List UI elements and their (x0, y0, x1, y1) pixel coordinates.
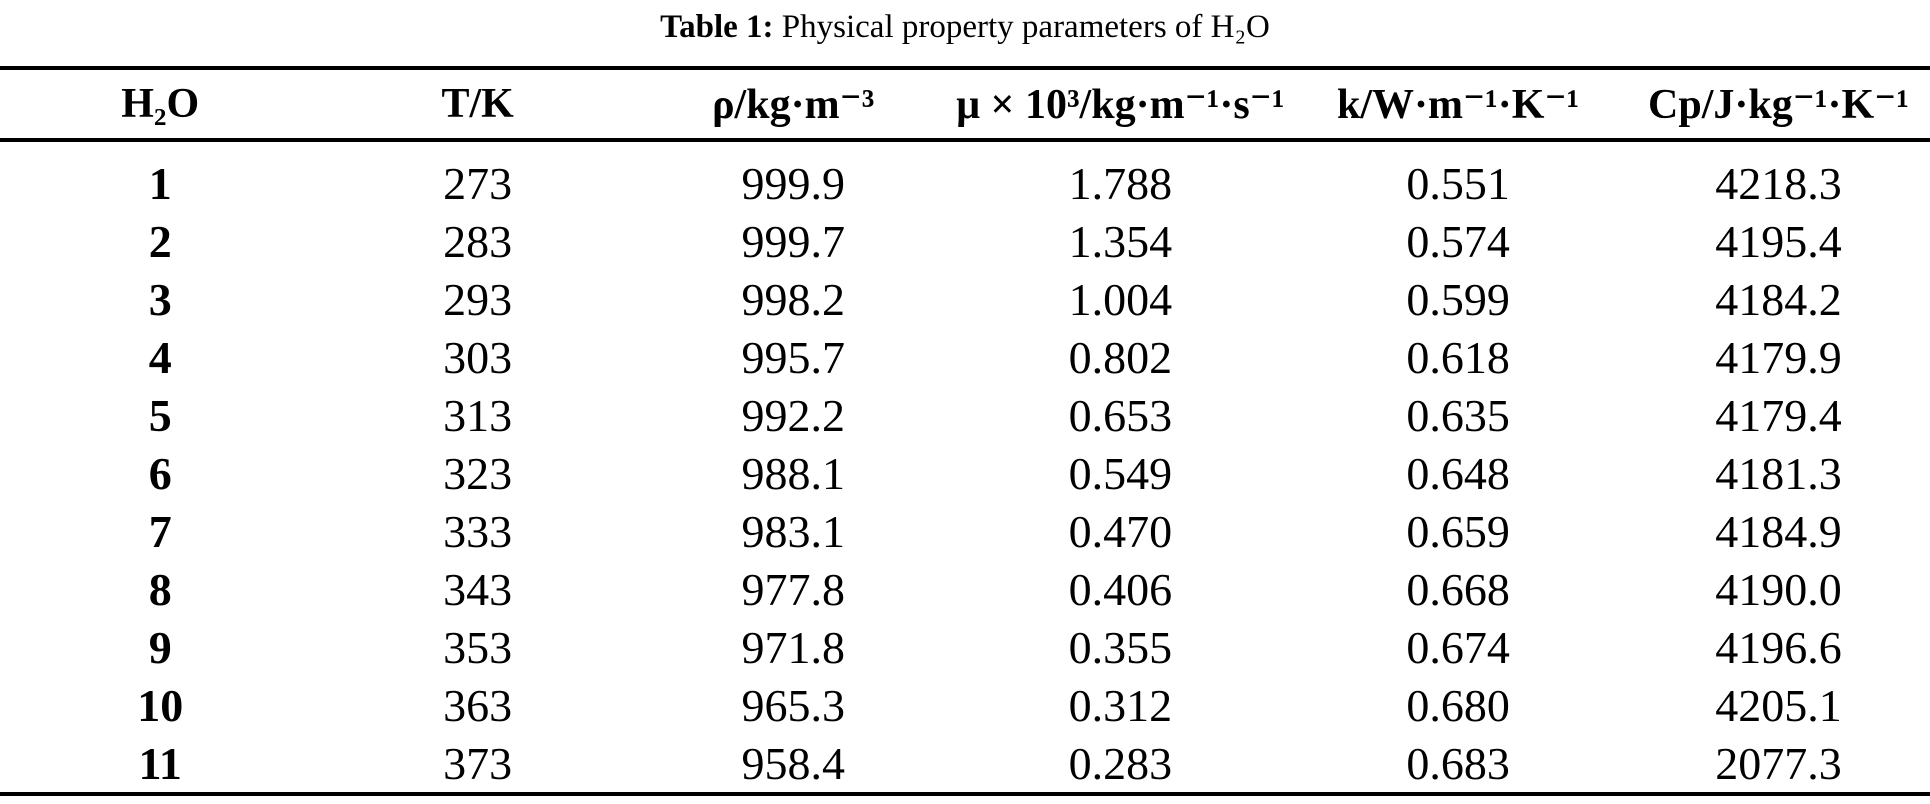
table-cell: 0.683 (1406, 737, 1510, 789)
table-cell: 995.7 (741, 331, 845, 383)
table-cell: 971.8 (741, 621, 845, 673)
row-number-cell: 4 (148, 331, 172, 383)
table-cell: 0.659 (1406, 505, 1510, 557)
table-row: 10 363 965.3 0.312 0.680 4205.1 (0, 676, 1930, 734)
table-cell: 0.599 (1406, 273, 1510, 325)
row-number-cell: 11 (138, 737, 182, 789)
table-cell: 958.4 (741, 737, 845, 789)
table-cell: 273 (443, 157, 513, 209)
table-cell: 333 (443, 505, 513, 557)
table-cell: 293 (443, 273, 513, 325)
header-row: H₂O T/K ρ/kg·m⁻³ μ × 10³/kg·m⁻¹·s⁻¹ k/W·… (0, 68, 1930, 142)
table-cell: 0.283 (1068, 737, 1173, 789)
table-cell: 343 (443, 563, 513, 615)
table-cell: 988.1 (741, 447, 845, 499)
table-row: 6 323 988.1 0.549 0.648 4181.3 (0, 444, 1930, 502)
table-caption: Table 1: Physical property parameters of… (0, 0, 1930, 47)
table-row: 4 303 995.7 0.802 0.618 4179.9 (0, 328, 1930, 386)
column-header-density: ρ/kg·m⁻³ (634, 68, 952, 142)
table-cell: 0.355 (1068, 621, 1173, 673)
table-caption-text: Physical property parameters of H₂O (781, 9, 1270, 45)
table-row: 2 283 999.7 1.354 0.574 4195.4 (0, 212, 1930, 270)
table-cell: 373 (443, 737, 513, 789)
table-cell: 323 (443, 447, 513, 499)
table-cell: 353 (443, 621, 513, 673)
column-header-temperature: T/K (320, 68, 635, 142)
table-cell: 4205.1 (1715, 679, 1842, 731)
row-number-cell: 1 (148, 157, 172, 209)
table-row: 1 273 999.9 1.788 0.551 4218.3 (0, 140, 1930, 212)
table-caption-label: Table 1: (660, 9, 774, 45)
table-row: 9 353 971.8 0.355 0.674 4196.6 (0, 618, 1930, 676)
table-cell: 999.7 (741, 215, 845, 267)
table-cell: 1.788 (1068, 157, 1173, 209)
table-cell: 4184.2 (1715, 273, 1842, 325)
row-number-cell: 8 (148, 563, 172, 615)
table-cell: 4196.6 (1715, 621, 1842, 673)
table-cell: 992.2 (741, 389, 845, 441)
table-cell: 0.618 (1406, 331, 1510, 383)
table-cell: 2077.3 (1715, 737, 1842, 789)
physical-properties-table: H₂O T/K ρ/kg·m⁻³ μ × 10³/kg·m⁻¹·s⁻¹ k/W·… (0, 66, 1930, 796)
row-number-cell: 5 (148, 389, 172, 441)
table-cell: 999.9 (741, 157, 845, 209)
table-cell: 0.549 (1068, 447, 1173, 499)
table-cell: 998.2 (741, 273, 845, 325)
row-number-cell: 7 (148, 505, 172, 557)
table-row: 8 343 977.8 0.406 0.668 4190.0 (0, 560, 1930, 618)
column-header-viscosity: μ × 10³/kg·m⁻¹·s⁻¹ (951, 68, 1290, 142)
column-header-specific-heat: Cp/J·kg⁻¹·K⁻¹ (1626, 68, 1930, 142)
table-cell: 4179.9 (1715, 331, 1842, 383)
table-cell: 0.635 (1406, 389, 1510, 441)
table-cell: 1.004 (1068, 273, 1173, 325)
row-number-cell: 9 (148, 621, 172, 673)
table-cell: 0.680 (1406, 679, 1510, 731)
table-cell: 0.653 (1068, 389, 1173, 441)
table-row: 5 313 992.2 0.653 0.635 4179.4 (0, 386, 1930, 444)
table-cell: 0.674 (1406, 621, 1510, 673)
table-row: 7 333 983.1 0.470 0.659 4184.9 (0, 502, 1930, 560)
table-cell: 4181.3 (1715, 447, 1842, 499)
table-cell: 4184.9 (1715, 505, 1842, 557)
table-cell: 1.354 (1068, 215, 1173, 267)
table-cell: 983.1 (741, 505, 845, 557)
column-header-h2o: H₂O (0, 68, 321, 142)
table-cell: 0.470 (1068, 505, 1173, 557)
table-cell: 4179.4 (1715, 389, 1842, 441)
table-cell: 4218.3 (1715, 157, 1842, 209)
table-cell: 0.312 (1068, 679, 1173, 731)
table-row: 11 373 958.4 0.283 0.683 2077.3 (0, 734, 1930, 794)
table-cell: 4190.0 (1715, 563, 1842, 615)
row-number-cell: 10 (137, 679, 184, 731)
table-cell: 283 (443, 215, 513, 267)
row-number-cell: 3 (148, 273, 172, 325)
table-cell: 0.668 (1406, 563, 1510, 615)
table-cell: 313 (443, 389, 513, 441)
row-number-cell: 6 (148, 447, 172, 499)
column-header-thermal-conductivity: k/W·m⁻¹·K⁻¹ (1289, 68, 1627, 142)
table-cell: 4195.4 (1715, 215, 1842, 267)
table-cell: 965.3 (741, 679, 845, 731)
row-number-cell: 2 (148, 215, 172, 267)
table-cell: 0.648 (1406, 447, 1510, 499)
table-cell: 977.8 (741, 563, 845, 615)
table-cell: 0.406 (1068, 563, 1173, 615)
table-row: 3 293 998.2 1.004 0.599 4184.2 (0, 270, 1930, 328)
table-cell: 0.574 (1406, 215, 1510, 267)
table-cell: 0.802 (1068, 331, 1173, 383)
table-cell: 303 (443, 331, 513, 383)
table-cell: 0.551 (1406, 157, 1510, 209)
table-cell: 363 (443, 679, 513, 731)
